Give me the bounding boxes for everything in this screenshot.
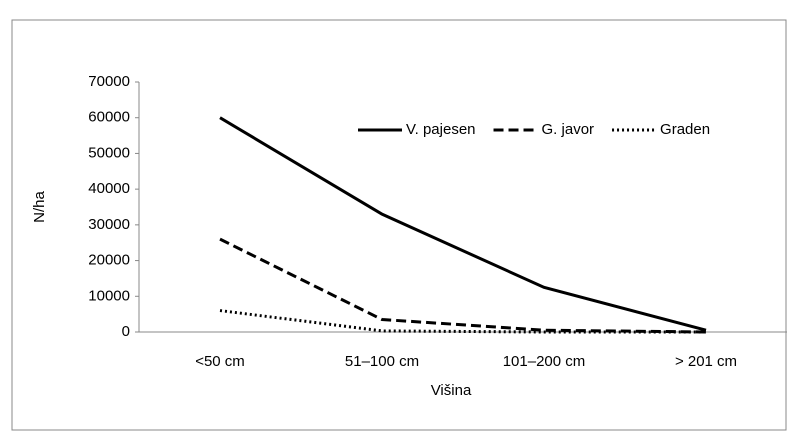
y-axis-title: N/ha bbox=[31, 191, 48, 223]
y-tick-label: 10000 bbox=[88, 287, 130, 304]
y-tick-label: 70000 bbox=[88, 73, 130, 90]
x-tick-label: > 201 cm bbox=[675, 353, 737, 370]
x-axis-title: Višina bbox=[431, 382, 472, 399]
legend-label: Graden bbox=[660, 121, 710, 138]
line-series bbox=[219, 116, 707, 332]
x-tick-label: 101–200 cm bbox=[503, 353, 586, 370]
y-tick-label: 50000 bbox=[88, 144, 130, 161]
y-tick-label: 0 bbox=[122, 323, 130, 340]
chart-frame bbox=[11, 19, 787, 431]
y-tick-label: 40000 bbox=[88, 180, 130, 197]
legend-label: G. javor bbox=[542, 121, 595, 138]
legend-label: V. pajesen bbox=[406, 121, 476, 138]
x-tick-label: <50 cm bbox=[195, 353, 245, 370]
x-tick-label: 51–100 cm bbox=[345, 353, 419, 370]
y-tick-label: 30000 bbox=[88, 216, 130, 233]
line-series bbox=[219, 309, 706, 334]
y-tick-label: 60000 bbox=[88, 109, 130, 126]
y-tick-label: 20000 bbox=[88, 252, 130, 269]
